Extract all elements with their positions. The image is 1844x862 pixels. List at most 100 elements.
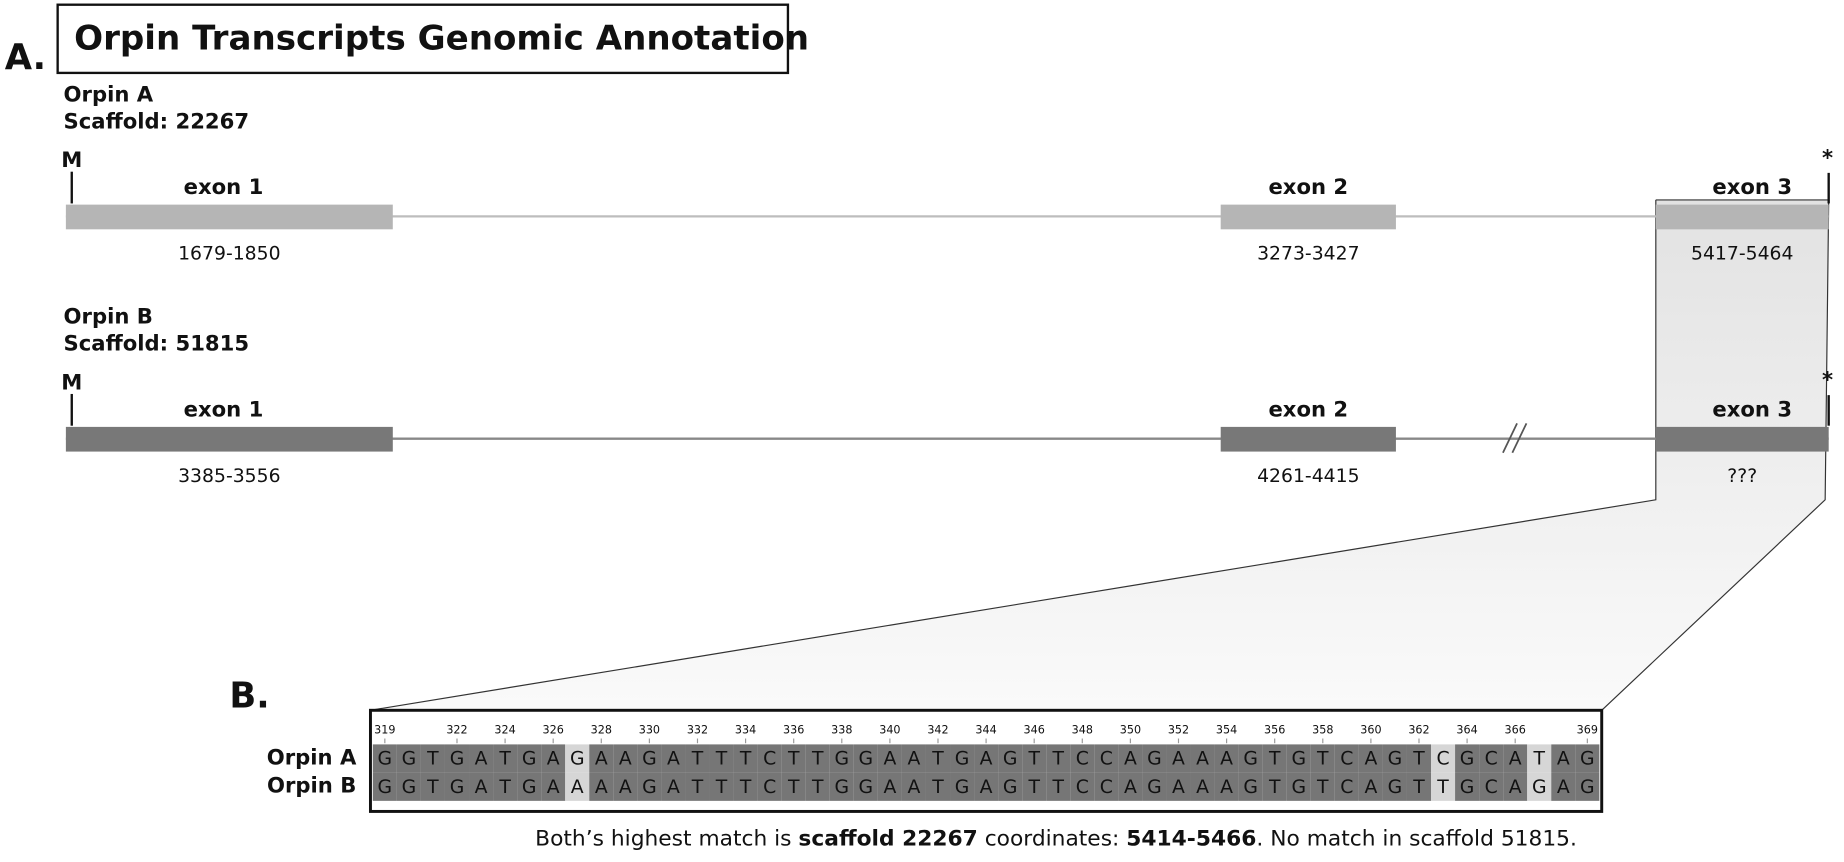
base: A [1220, 749, 1233, 770]
base-cell [1358, 744, 1383, 773]
base: A [619, 749, 632, 770]
base: G [642, 749, 657, 770]
exon [1220, 204, 1396, 230]
start-marker: M [61, 369, 82, 394]
base: A [1509, 777, 1522, 798]
base: A [1557, 777, 1570, 798]
base: T [739, 777, 752, 798]
base-cell [1070, 744, 1095, 773]
base-cell [1382, 744, 1407, 773]
exon-coords: 4261-4415 [1257, 466, 1359, 487]
base: A [1172, 749, 1185, 770]
base-cell [805, 772, 830, 801]
base-cell [1455, 744, 1480, 773]
base: T [715, 749, 728, 770]
caption-part: . No match in scaffold 51815. [1256, 827, 1577, 852]
base: G [1580, 777, 1595, 798]
base-cell [1262, 744, 1287, 773]
base: G [1003, 749, 1018, 770]
base-cell [517, 744, 542, 773]
base-cell [613, 744, 638, 773]
base: A [595, 777, 608, 798]
base-cell [974, 744, 999, 773]
base-cell [637, 744, 662, 773]
base: G [1147, 777, 1162, 798]
position-label: 346 [1024, 723, 1045, 736]
base: C [1340, 749, 1353, 770]
exon-coords: 1679-1850 [178, 244, 280, 265]
position-label: 352 [1168, 723, 1189, 736]
base-cell [372, 772, 397, 801]
base-cell [565, 772, 590, 801]
base-cell [1142, 744, 1167, 773]
base-cell [829, 772, 854, 801]
base: G [859, 777, 874, 798]
base: T [1533, 749, 1546, 770]
base-cell [637, 772, 662, 801]
base: C [1100, 777, 1113, 798]
base-cell [1503, 772, 1528, 801]
row-label: Orpin B [267, 773, 356, 798]
base: A [547, 749, 560, 770]
position-label: 326 [543, 723, 564, 736]
base: T [1027, 777, 1040, 798]
base: A [980, 777, 993, 798]
stop-marker: * [1822, 145, 1833, 170]
base: C [763, 777, 776, 798]
base-cell [372, 744, 397, 773]
base: A [667, 777, 680, 798]
base-cell [685, 744, 710, 773]
base: T [1412, 777, 1425, 798]
base: G [1388, 749, 1403, 770]
position-label: 350 [1120, 723, 1141, 736]
base-cell [853, 772, 878, 801]
title: Orpin Transcripts Genomic Annotation [74, 18, 809, 58]
base: T [1316, 749, 1329, 770]
base: C [1340, 777, 1353, 798]
base: C [1436, 749, 1449, 770]
base-cell [1190, 744, 1215, 773]
exon-label: exon 3 [1712, 396, 1792, 421]
base: G [378, 777, 393, 798]
base: G [1147, 749, 1162, 770]
position-label: 344 [975, 723, 996, 736]
base-cell [1455, 772, 1480, 801]
base-cell [925, 772, 951, 801]
base: G [1003, 777, 1018, 798]
base-cell [1142, 772, 1167, 801]
alignment: 319 322 324 326 328 330 332 334 336 338 340 342 344 3… [267, 708, 1604, 813]
start-marker: M [61, 147, 82, 172]
transcript-name: Orpin A [64, 81, 154, 106]
base: T [1268, 749, 1281, 770]
base-cell [1527, 772, 1552, 801]
base-cell [877, 744, 902, 773]
base: T [931, 777, 944, 798]
caption-part: 5414-5466 [1126, 827, 1256, 852]
base-cell [444, 772, 470, 801]
base: T [739, 749, 752, 770]
base: G [955, 749, 970, 770]
base-cell [661, 772, 686, 801]
base: C [763, 749, 776, 770]
base: T [931, 749, 944, 770]
base-cell [757, 772, 782, 801]
caption-part: coordinates: [978, 827, 1126, 852]
base: G [1291, 749, 1306, 770]
exon [1655, 204, 1829, 230]
base-cell [1094, 772, 1119, 801]
base: G [642, 777, 657, 798]
base-cell [1358, 772, 1383, 801]
base-cell [541, 744, 566, 773]
base-cell [541, 772, 566, 801]
base-cell [1070, 772, 1095, 801]
base-cell [1046, 744, 1071, 773]
base-cell [1479, 744, 1504, 773]
base: T [1268, 777, 1281, 798]
scaffold: Scaffold: 51815 [64, 331, 250, 356]
base: G [1243, 777, 1258, 798]
position-label: 356 [1264, 723, 1285, 736]
base: G [450, 777, 465, 798]
base-cell [1310, 772, 1335, 801]
base: T [498, 749, 511, 770]
